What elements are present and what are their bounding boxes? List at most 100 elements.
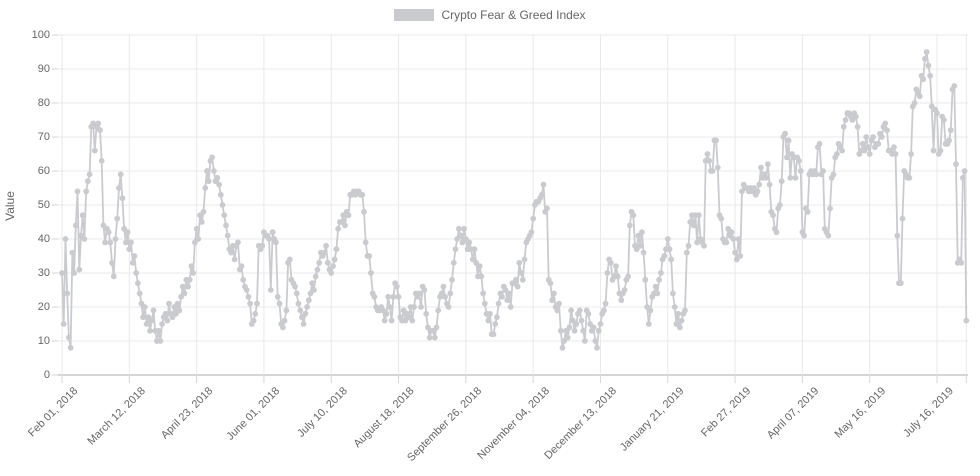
data-point[interactable] [683, 249, 690, 256]
data-point[interactable] [59, 270, 65, 276]
data-point[interactable] [219, 202, 226, 208]
data-point[interactable] [123, 239, 129, 246]
data-point[interactable] [859, 140, 866, 147]
data-point[interactable] [559, 344, 566, 351]
data-point[interactable] [568, 307, 574, 314]
data-point[interactable] [645, 321, 652, 327]
data-point[interactable] [124, 229, 131, 236]
data-point[interactable] [792, 174, 799, 181]
data-point[interactable] [110, 273, 117, 280]
data-point[interactable] [785, 137, 792, 144]
data-point[interactable] [573, 321, 580, 327]
data-point[interactable] [280, 324, 286, 331]
data-point[interactable] [274, 293, 281, 300]
data-point[interactable] [366, 253, 373, 259]
data-point[interactable] [953, 161, 959, 168]
data-point[interactable] [221, 212, 228, 219]
data-point[interactable] [200, 208, 207, 215]
data-point[interactable] [71, 270, 77, 276]
data-point[interactable] [842, 117, 849, 123]
data-point[interactable] [228, 249, 235, 256]
data-point[interactable] [671, 304, 678, 310]
data-point[interactable] [675, 310, 681, 317]
data-point[interactable] [549, 297, 555, 304]
data-point[interactable] [254, 300, 260, 307]
data-point[interactable] [701, 242, 707, 249]
data-point[interactable] [656, 276, 662, 283]
data-point[interactable] [538, 191, 545, 198]
data-point[interactable] [456, 225, 462, 232]
data-point[interactable] [330, 263, 336, 270]
data-point[interactable] [547, 280, 554, 287]
data-point[interactable] [281, 317, 288, 324]
data-point[interactable] [564, 334, 571, 341]
data-point[interactable] [556, 300, 562, 307]
legend-item-crypto-fear-greed[interactable]: Crypto Fear & Greed Index [394, 8, 586, 22]
data-point[interactable] [528, 229, 535, 236]
data-point[interactable] [321, 249, 328, 256]
data-point[interactable] [305, 297, 312, 304]
data-point[interactable] [385, 293, 392, 300]
data-point[interactable] [126, 246, 133, 253]
data-point[interactable] [471, 246, 478, 253]
data-point[interactable] [960, 174, 966, 181]
data-point[interactable] [519, 276, 526, 283]
data-point[interactable] [906, 174, 913, 181]
data-point[interactable] [328, 270, 335, 276]
data-point[interactable] [309, 280, 316, 287]
data-point[interactable] [576, 307, 583, 314]
data-point[interactable] [713, 137, 719, 144]
data-point[interactable] [639, 229, 645, 236]
data-point[interactable] [141, 304, 148, 310]
data-point[interactable] [709, 168, 716, 174]
data-point[interactable] [897, 280, 904, 287]
data-point[interactable] [129, 259, 136, 266]
data-point[interactable] [594, 344, 600, 351]
data-point[interactable] [723, 239, 730, 246]
data-point[interactable] [423, 310, 430, 317]
data-point[interactable] [787, 174, 794, 181]
data-point[interactable] [661, 253, 668, 259]
data-point[interactable] [60, 321, 67, 327]
data-point[interactable] [62, 236, 69, 242]
data-point[interactable] [83, 188, 90, 195]
data-point[interactable] [704, 151, 711, 157]
data-point[interactable] [185, 283, 191, 290]
data-point[interactable] [670, 290, 676, 297]
data-point[interactable] [116, 185, 122, 191]
data-point[interactable] [304, 304, 310, 310]
data-point[interactable] [69, 249, 76, 256]
data-point[interactable] [204, 168, 210, 174]
data-point[interactable] [625, 273, 631, 280]
data-point[interactable] [381, 317, 388, 324]
data-point[interactable] [481, 300, 488, 307]
data-point[interactable] [314, 266, 321, 273]
data-point[interactable] [607, 259, 614, 266]
data-point[interactable] [223, 222, 229, 229]
data-point[interactable] [554, 307, 561, 314]
data-point[interactable] [114, 215, 121, 222]
data-point[interactable] [312, 273, 319, 280]
data-point[interactable] [613, 263, 619, 270]
data-point[interactable] [540, 181, 547, 188]
data-point[interactable] [480, 290, 486, 297]
data-point[interactable] [640, 249, 647, 256]
data-point[interactable] [714, 164, 721, 171]
data-point[interactable] [677, 324, 683, 331]
data-point[interactable] [211, 168, 217, 174]
data-point[interactable] [618, 297, 625, 304]
data-point[interactable] [485, 317, 492, 324]
data-point[interactable] [240, 276, 247, 283]
data-point[interactable] [66, 334, 72, 341]
data-point[interactable] [892, 151, 899, 157]
data-point[interactable] [830, 171, 837, 178]
data-point[interactable] [81, 236, 88, 242]
data-point[interactable] [155, 327, 162, 334]
data-point[interactable] [368, 270, 374, 276]
data-point[interactable] [131, 253, 138, 259]
data-point[interactable] [216, 181, 223, 188]
data-point[interactable] [754, 188, 761, 195]
data-point[interactable] [682, 307, 688, 314]
data-point[interactable] [342, 222, 348, 229]
